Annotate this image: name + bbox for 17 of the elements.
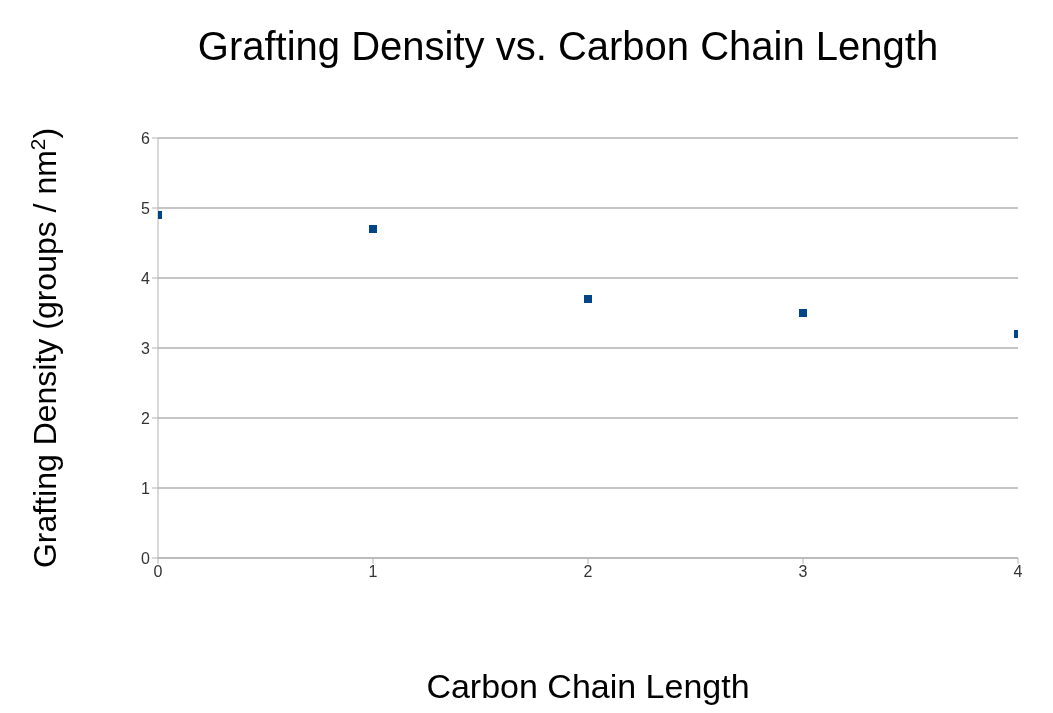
x-tick-label: 1 bbox=[368, 563, 378, 581]
x-tick-label: 4 bbox=[1013, 563, 1023, 581]
y-tick-label: 4 bbox=[141, 269, 151, 287]
x-tick-label: 3 bbox=[798, 563, 808, 581]
chart-title: Grafting Density vs. Carbon Chain Length bbox=[197, 24, 939, 68]
point bbox=[369, 225, 377, 233]
x-axis-title: Carbon Chain Length bbox=[426, 667, 750, 705]
y-tick-label: 3 bbox=[141, 339, 151, 357]
x-tick-label: 0 bbox=[153, 563, 163, 581]
y-tick-label: 5 bbox=[141, 199, 151, 217]
point bbox=[584, 295, 592, 303]
y-tick-label: 6 bbox=[141, 129, 151, 147]
x-tick-label: 2 bbox=[583, 563, 593, 581]
y-tick-label: 2 bbox=[141, 409, 151, 427]
point bbox=[799, 309, 807, 317]
y-tick-label: 1 bbox=[141, 479, 151, 497]
y-tick-label: 0 bbox=[141, 549, 151, 567]
